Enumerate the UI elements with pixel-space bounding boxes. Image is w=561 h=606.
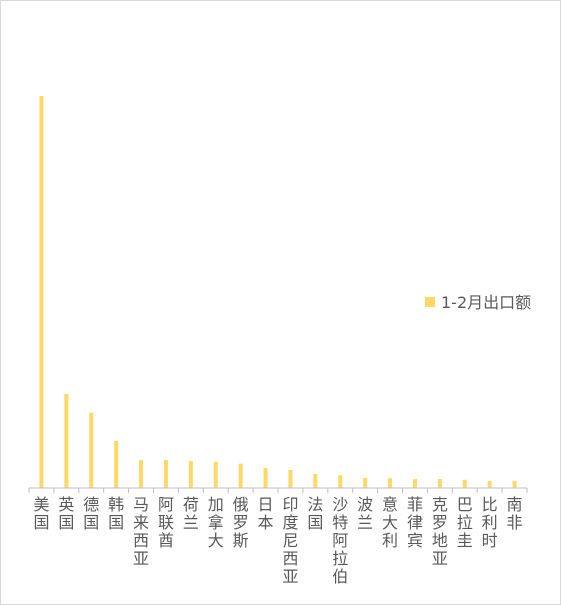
bar-18 (487, 480, 492, 488)
category-label-4: 马来西亚 (133, 495, 149, 568)
category-label-13: 波兰 (357, 495, 373, 532)
bar-4 (139, 460, 144, 488)
category-label-5: 阿联酋 (158, 495, 174, 550)
category-labels: 美国英国德国韩国马来西亚阿联酋荷兰加拿大俄罗斯日本印度尼西亚法国沙特阿拉伯波兰意… (33, 495, 522, 586)
category-label-18: 比利时 (482, 495, 498, 550)
bar-15 (412, 478, 417, 488)
bar-1 (64, 393, 69, 488)
category-label-15: 菲律宾 (407, 495, 423, 550)
bar-6 (188, 460, 193, 488)
bar-7 (213, 461, 218, 488)
bar-9 (263, 468, 268, 488)
category-label-10: 印度尼西亚 (282, 495, 298, 586)
bar-5 (163, 460, 168, 488)
bar-12 (338, 475, 343, 488)
category-label-16: 克罗地亚 (432, 495, 448, 568)
bar-13 (363, 477, 368, 488)
bar-8 (238, 463, 243, 488)
bar-3 (114, 440, 119, 488)
category-label-0: 美国 (33, 495, 49, 532)
bar-0 (39, 96, 44, 488)
bar-10 (288, 469, 293, 488)
bar-11 (313, 473, 318, 488)
legend: 1-2月出口额 (425, 293, 531, 312)
category-label-7: 加拿大 (208, 495, 224, 550)
category-label-6: 荷兰 (183, 495, 199, 532)
category-label-19: 南非 (507, 495, 523, 532)
bar-14 (388, 478, 393, 488)
category-label-8: 俄罗斯 (233, 495, 249, 550)
category-label-11: 法国 (307, 495, 323, 532)
bar-16 (437, 478, 442, 488)
category-label-1: 英国 (58, 495, 74, 532)
bar-19 (512, 480, 517, 488)
bar-2 (89, 412, 94, 488)
category-label-17: 巴拉圭 (457, 495, 473, 550)
bar-17 (462, 479, 467, 488)
category-label-3: 韩国 (108, 495, 124, 532)
x-axis-ticks (28, 488, 528, 493)
category-label-14: 意大利 (382, 495, 398, 550)
category-label-12: 沙特阿拉伯 (332, 495, 348, 586)
legend-swatch (425, 297, 435, 307)
category-label-9: 日本 (258, 495, 274, 532)
legend-label: 1-2月出口额 (441, 293, 531, 312)
bars-group (39, 96, 517, 488)
category-label-2: 德国 (83, 495, 99, 532)
